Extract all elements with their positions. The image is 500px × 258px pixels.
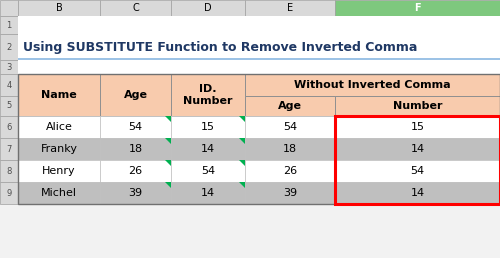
Polygon shape: [165, 182, 171, 188]
Bar: [245, 96, 335, 116]
Bar: [18, 116, 100, 138]
Bar: [18, 138, 100, 160]
Text: 14: 14: [201, 188, 215, 198]
Text: Name: Name: [41, 90, 77, 100]
Text: Age: Age: [278, 101, 302, 111]
Text: 54: 54: [201, 166, 215, 176]
Text: 2: 2: [6, 43, 12, 52]
Text: 54: 54: [128, 122, 142, 132]
Text: 15: 15: [201, 122, 215, 132]
Bar: [171, 74, 245, 116]
Bar: [0, 34, 18, 60]
Bar: [100, 74, 171, 116]
Bar: [18, 74, 100, 116]
Polygon shape: [239, 160, 245, 166]
Text: 39: 39: [283, 188, 297, 198]
Bar: [0, 96, 18, 116]
Bar: [0, 60, 18, 74]
Text: 26: 26: [283, 166, 297, 176]
Polygon shape: [165, 160, 171, 166]
Text: 6: 6: [6, 123, 12, 132]
Text: Henry: Henry: [42, 166, 76, 176]
Text: 18: 18: [128, 144, 142, 154]
Text: B: B: [56, 3, 62, 13]
Bar: [0, 16, 18, 34]
Text: 4: 4: [6, 80, 12, 90]
Bar: [335, 116, 500, 204]
Bar: [335, 0, 500, 16]
Text: 8: 8: [6, 166, 12, 175]
Bar: [100, 116, 171, 138]
Text: F: F: [414, 3, 421, 13]
Bar: [18, 74, 500, 204]
Polygon shape: [165, 138, 171, 144]
Bar: [0, 116, 18, 138]
Polygon shape: [239, 182, 245, 188]
Bar: [18, 16, 500, 204]
Bar: [171, 182, 245, 204]
Bar: [100, 138, 171, 160]
Bar: [100, 160, 171, 182]
Text: 7: 7: [6, 144, 12, 154]
Text: 1: 1: [6, 20, 12, 29]
Bar: [335, 116, 500, 138]
Polygon shape: [239, 138, 245, 144]
Bar: [18, 160, 100, 182]
Text: Without Inverted Comma: Without Inverted Comma: [294, 80, 451, 90]
Text: Number: Number: [393, 101, 442, 111]
Polygon shape: [239, 116, 245, 122]
Bar: [171, 138, 245, 160]
Text: Michel: Michel: [41, 188, 77, 198]
Text: 3: 3: [6, 62, 12, 71]
Bar: [171, 160, 245, 182]
Bar: [335, 160, 500, 182]
Text: 14: 14: [201, 144, 215, 154]
Text: 26: 26: [128, 166, 142, 176]
Text: E: E: [287, 3, 293, 13]
Text: 15: 15: [410, 122, 424, 132]
Bar: [245, 138, 335, 160]
Bar: [171, 0, 245, 16]
Bar: [0, 74, 18, 96]
Text: Alice: Alice: [46, 122, 72, 132]
Bar: [0, 0, 18, 16]
Text: 9: 9: [6, 189, 12, 198]
Bar: [335, 96, 500, 116]
Bar: [245, 74, 500, 96]
Bar: [18, 182, 100, 204]
Text: Age: Age: [124, 90, 148, 100]
Text: 5: 5: [6, 101, 12, 110]
Bar: [0, 160, 18, 182]
Text: Franky: Franky: [40, 144, 78, 154]
Bar: [0, 182, 18, 204]
Bar: [18, 0, 100, 16]
Text: ID.
Number: ID. Number: [183, 84, 233, 106]
Text: D: D: [204, 3, 212, 13]
Polygon shape: [165, 116, 171, 122]
Bar: [171, 116, 245, 138]
Bar: [245, 160, 335, 182]
Bar: [100, 182, 171, 204]
Bar: [0, 138, 18, 160]
Bar: [245, 182, 335, 204]
Text: 54: 54: [410, 166, 424, 176]
Bar: [100, 0, 171, 16]
Text: 54: 54: [283, 122, 297, 132]
Bar: [245, 116, 335, 138]
Bar: [335, 182, 500, 204]
Text: C: C: [132, 3, 139, 13]
Text: 18: 18: [283, 144, 297, 154]
Text: 39: 39: [128, 188, 142, 198]
Text: Using SUBSTITUTE Function to Remove Inverted Comma: Using SUBSTITUTE Function to Remove Inve…: [23, 41, 417, 53]
Bar: [18, 58, 500, 60]
Bar: [335, 138, 500, 160]
Bar: [245, 0, 335, 16]
Text: 14: 14: [410, 188, 424, 198]
Text: 14: 14: [410, 144, 424, 154]
